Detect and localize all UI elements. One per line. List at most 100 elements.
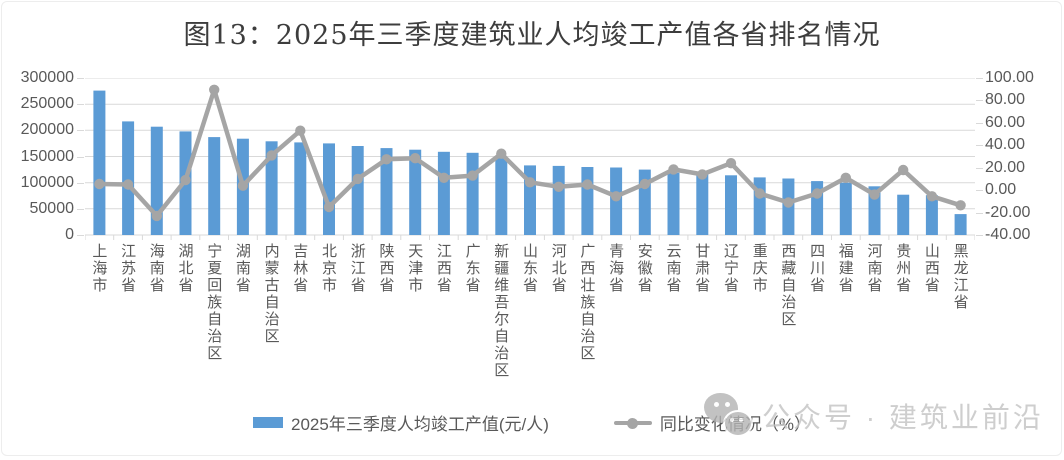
line-point-1 <box>122 179 134 190</box>
y-left-tick-4: 100000 <box>20 173 74 191</box>
bar-30 <box>954 214 967 235</box>
x-label-10: 陕西省 <box>377 243 395 294</box>
x-label-3: 湖北省 <box>176 243 194 294</box>
bar-2 <box>150 126 163 235</box>
x-label-8: 北京市 <box>320 243 337 294</box>
x-label-6: 内蒙古自治区 <box>262 243 280 345</box>
bar-28 <box>897 194 910 235</box>
x-label-4: 宁夏回族自治区 <box>205 243 223 362</box>
line-point-30 <box>955 200 966 211</box>
x-label-26: 福建省 <box>836 243 854 294</box>
x-label-20: 云南省 <box>664 243 682 294</box>
line-point-28 <box>898 164 909 176</box>
line-point-5 <box>237 180 249 191</box>
y-right-tick-4: 20.00 <box>985 158 1026 176</box>
line-point-19 <box>639 178 650 190</box>
y-right-dash <box>976 235 983 236</box>
y-left-dash <box>77 78 84 79</box>
bar-13 <box>466 152 479 235</box>
x-label-27: 河南省 <box>865 243 883 294</box>
y-right-dash <box>976 78 983 79</box>
x-label-0: 上海市 <box>90 243 108 294</box>
y-left-dash <box>77 156 84 158</box>
y-right-tick-1: 80.00 <box>985 91 1026 109</box>
line-point-9 <box>352 173 363 185</box>
x-label-29: 山西省 <box>922 243 940 294</box>
bar-17 <box>581 167 594 235</box>
bar-12 <box>437 151 450 235</box>
x-label-7: 吉林省 <box>291 243 309 294</box>
line-point-23 <box>754 188 765 199</box>
x-label-22: 辽宁省 <box>722 243 739 294</box>
y-right-tick-5: 0.00 <box>985 181 1017 199</box>
y-left-dash <box>77 235 84 236</box>
x-label-25: 四川省 <box>808 243 826 294</box>
y-left-tick-6: 0 <box>65 226 74 243</box>
line-series-label: 同比变化情况（%） <box>659 415 811 434</box>
line-point-16 <box>553 181 564 192</box>
bar-4 <box>208 137 221 235</box>
x-label-21: 甘肃省 <box>693 243 711 294</box>
x-label-17: 广西壮族自治区 <box>578 243 596 362</box>
x-label-2: 海南省 <box>147 243 165 294</box>
bar-10 <box>380 148 393 235</box>
line-point-25 <box>811 188 823 199</box>
x-label-12: 江西省 <box>434 243 452 294</box>
y-left-dash <box>77 104 84 106</box>
y-right-dash <box>976 190 983 192</box>
line-point-17 <box>582 179 593 190</box>
bar-11 <box>409 149 422 235</box>
line-point-8 <box>323 201 335 213</box>
y-left-dash <box>77 130 84 132</box>
line-point-22 <box>725 158 737 169</box>
y-left-dash <box>77 182 84 184</box>
x-label-19: 安徽省 <box>635 243 653 294</box>
line-point-15 <box>524 177 536 188</box>
y-right-tick-0: 100.00 <box>985 69 1034 86</box>
bar-1 <box>122 121 135 235</box>
y-right-dash <box>976 100 983 102</box>
x-label-9: 浙江省 <box>348 243 366 294</box>
line-point-10 <box>381 154 392 165</box>
bar-9 <box>351 146 364 235</box>
bar-26 <box>839 182 852 235</box>
line-point-12 <box>438 172 450 183</box>
line-point-7 <box>295 125 306 136</box>
line-point-0 <box>94 178 105 190</box>
line-point-6 <box>266 150 277 161</box>
x-label-1: 江苏省 <box>119 243 137 294</box>
y-left-dash <box>77 208 84 210</box>
x-label-14: 新疆维吾尔自治区 <box>492 243 510 379</box>
x-label-23: 重庆市 <box>750 243 768 294</box>
y-right-dash <box>976 212 983 214</box>
x-label-28: 贵州省 <box>894 243 912 294</box>
y-right-tick-2: 60.00 <box>985 113 1026 131</box>
chart-title: 图13：2025年三季度建筑业人均竣工产值各省排名情况 <box>183 20 881 51</box>
x-label-5: 湖南省 <box>233 243 251 294</box>
legend-item-bar: 2025年三季度人均竣工产值(元/人) <box>253 410 549 435</box>
combo-chart <box>84 77 976 240</box>
y-left-tick-1: 250000 <box>20 95 74 113</box>
bar-21 <box>696 174 709 235</box>
line-point-11 <box>410 153 421 164</box>
y-right-tick-3: 40.00 <box>985 136 1026 154</box>
y-right-dash <box>976 145 983 147</box>
x-label-18: 青海省 <box>607 243 625 294</box>
y-right-dash <box>976 167 983 169</box>
line-point-27 <box>869 189 880 200</box>
line-point-26 <box>840 172 851 183</box>
line-point-18 <box>610 191 622 202</box>
line-point-2 <box>151 210 162 222</box>
bar-8 <box>323 143 335 235</box>
line-point-20 <box>668 164 679 175</box>
bar-16 <box>552 165 565 235</box>
bar-series-label: 2025年三季度人均竣工产值(元/人) <box>291 415 549 434</box>
line-point-3 <box>180 174 191 186</box>
line-series-swatch <box>613 417 652 429</box>
line-point-4 <box>209 84 220 95</box>
y-left-tick-5: 50000 <box>29 199 75 217</box>
y-right-dash <box>976 122 983 124</box>
bar-6 <box>265 141 278 235</box>
x-label-16: 河北省 <box>549 243 567 294</box>
x-label-24: 西藏自治区 <box>779 243 797 328</box>
